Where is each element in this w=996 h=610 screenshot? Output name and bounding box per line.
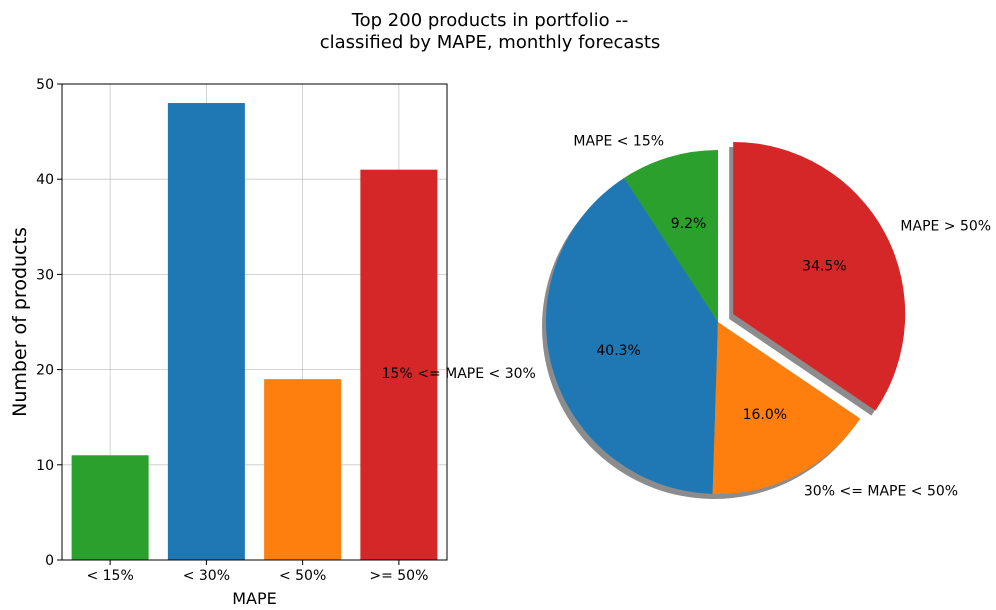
bar-4 — [360, 169, 438, 560]
pie-slice-1 — [624, 150, 718, 322]
y-tick-label: 10 — [36, 458, 54, 474]
pie-percent-label: 40.3% — [596, 343, 640, 359]
bar-chart: 0 10 20 30 40 50 < 15% < 30% < 50% >= 50% MAPE Numb… — [9, 77, 448, 608]
x-tick-label: < 15% — [86, 568, 133, 584]
x-tick-label: < 50% — [279, 568, 326, 584]
y-tick-label: 0 — [45, 553, 54, 569]
x-axis-label: MAPE — [232, 589, 277, 608]
pie-percent-label: 16.0% — [743, 407, 787, 423]
y-tick-label: 20 — [36, 363, 54, 379]
figure-title-line2: classified by MAPE, monthly forecasts — [320, 32, 661, 53]
y-tick-label: 40 — [36, 172, 54, 188]
pie-chart: 9.2% 40.3% 16.0% 34.5% MAPE < 15% 15% <= MAPE… — [382, 134, 991, 500]
pie-slice-label: MAPE < 15% — [573, 134, 664, 150]
figure-title-line1: Top 200 products in portfolio -- — [351, 10, 629, 31]
bar-1 — [71, 455, 149, 560]
y-tick-label: 50 — [36, 77, 54, 93]
y-axis-label: Number of products — [9, 227, 31, 417]
bar-3 — [264, 379, 342, 560]
pie-slice-4 — [733, 141, 906, 411]
pie-slice-label: MAPE > 50% — [900, 218, 991, 234]
plot-frame — [61, 83, 448, 561]
pie-slice-2 — [546, 177, 718, 494]
y-tick-label: 30 — [36, 267, 54, 283]
pie-slice-label: 15% <= MAPE < 30% — [382, 366, 536, 382]
pie-percent-label: 9.2% — [671, 216, 707, 232]
pie-slice-label: 30% <= MAPE < 50% — [804, 484, 958, 500]
bar-2 — [167, 103, 245, 560]
x-tick-label: >= 50% — [369, 568, 428, 584]
pie-percent-label: 34.5% — [802, 259, 846, 275]
x-tick-label: < 30% — [183, 568, 230, 584]
pie-slice-3 — [712, 322, 861, 495]
